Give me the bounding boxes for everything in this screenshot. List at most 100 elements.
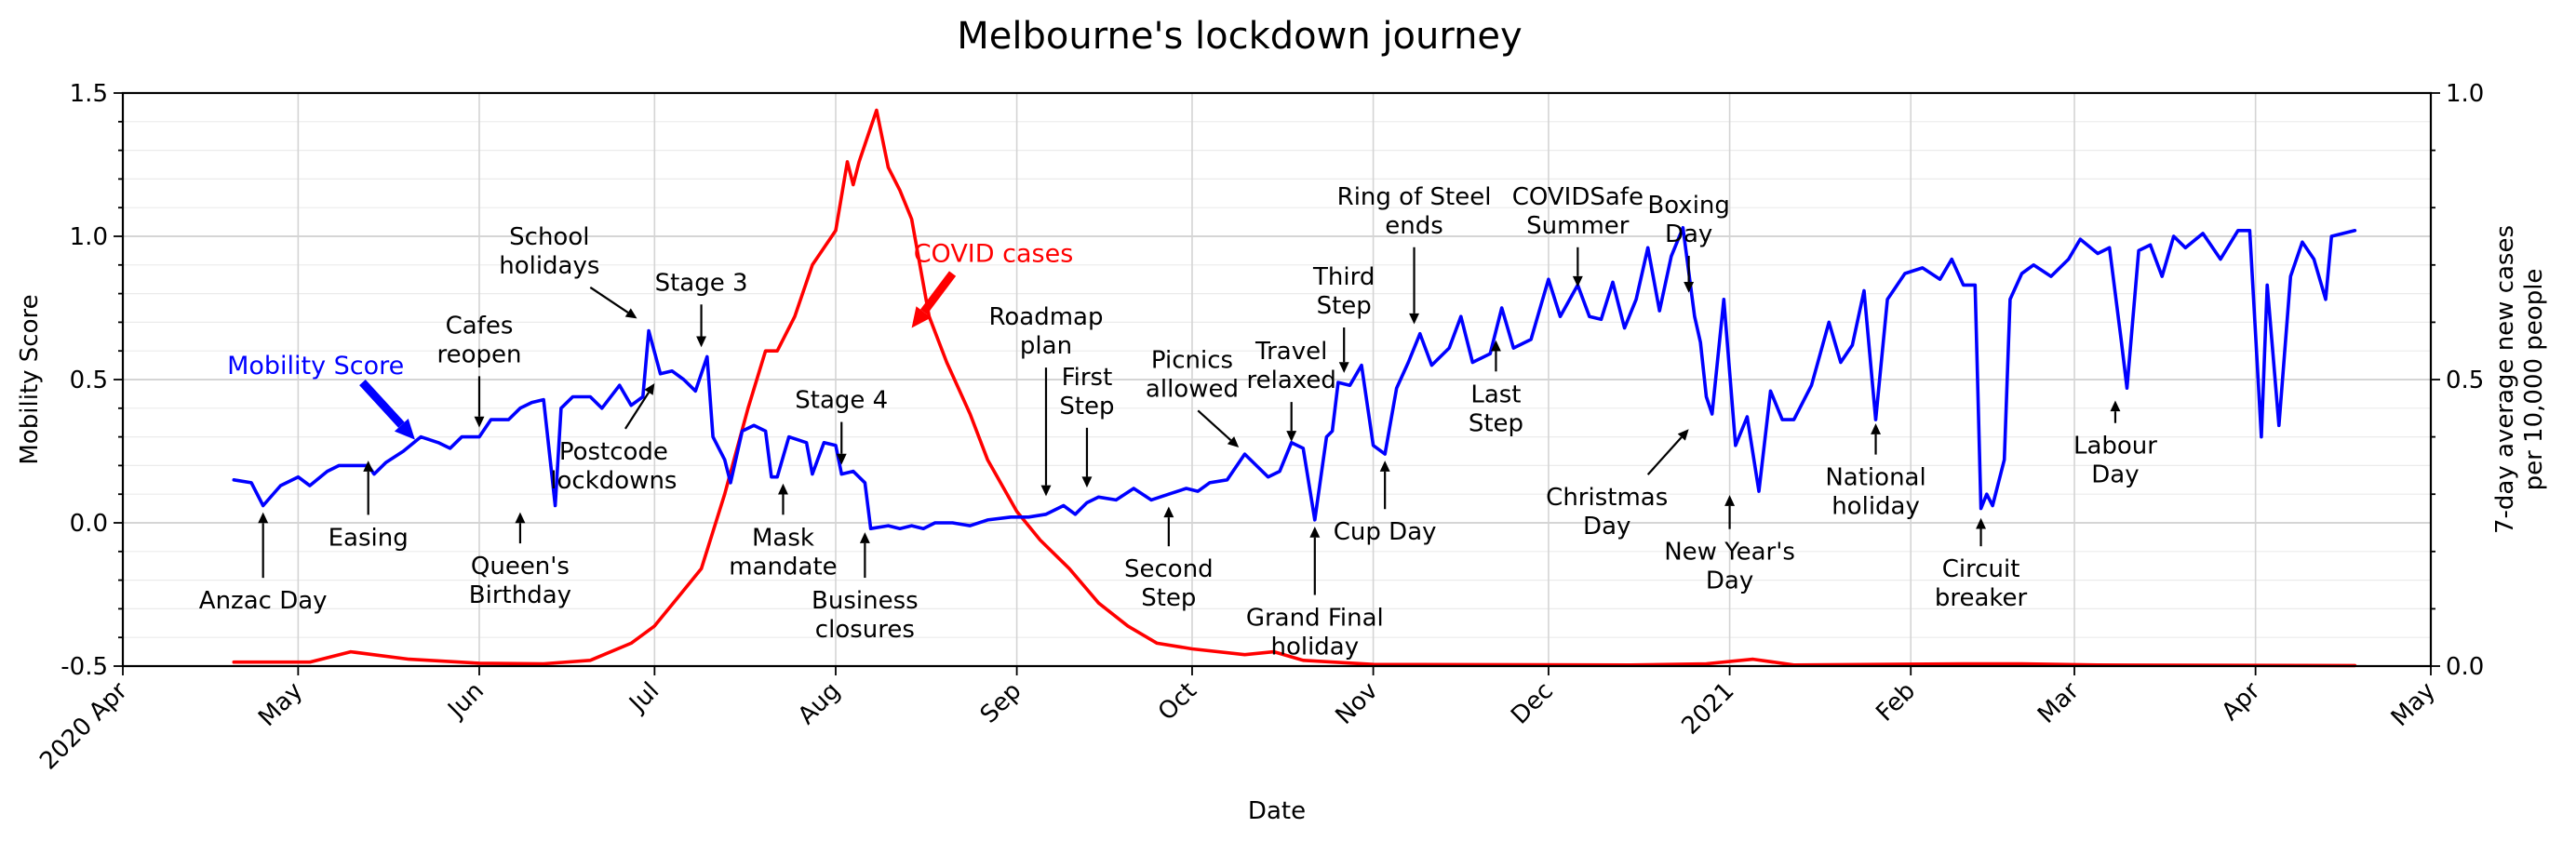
annotation-label: Third	[1312, 263, 1375, 291]
annotation-arrow	[859, 532, 870, 579]
annotation: Anzac Day	[199, 512, 328, 615]
annotation-arrow-head	[1379, 461, 1390, 472]
left-axis-label: Mobility Score	[16, 294, 44, 464]
annotation-arrow-head	[363, 461, 374, 472]
annotation-label: Grand Final	[1246, 605, 1384, 633]
left-tick-label: 0.5	[70, 367, 108, 394]
annotation-arrow-head	[1976, 517, 1987, 529]
annotation-label: closures	[815, 616, 915, 644]
left-axis: -0.5 0.0 0.5 1.0 1.5	[60, 80, 123, 681]
right-tick-label: 0.0	[2446, 653, 2484, 681]
right-axis-label-line-1: 7-day average new cases	[2491, 225, 2519, 534]
annotation-label: School	[509, 223, 589, 251]
annotation: Easing	[329, 461, 409, 552]
annotation-arrow-head	[1040, 485, 1052, 497]
annotation-label: Stage 3	[655, 269, 748, 297]
annotation-arrow-head	[1081, 476, 1093, 488]
annotation-arrow	[2110, 400, 2121, 423]
annotation-label: plan	[1020, 332, 1072, 360]
annotation-label: Business	[812, 587, 919, 615]
annotation-label: Ring of Steel	[1337, 183, 1492, 211]
annotation-label: lockdowns	[550, 467, 677, 495]
annotation-label: Anzac Day	[199, 587, 328, 615]
annotation-arrow-head	[258, 512, 269, 524]
annotation-label: allowed	[1146, 375, 1239, 403]
annotation-arrow-head	[836, 453, 847, 465]
right-axis: 0.0 0.5 1.0	[2431, 80, 2484, 681]
annotation-label: Step	[1317, 292, 1372, 320]
x-tick-label: Dec	[1506, 677, 1559, 730]
annotation-arrow-head	[696, 336, 707, 348]
annotation-label: ends	[1385, 212, 1443, 240]
annotation-label: Queen's	[471, 553, 570, 581]
annotation-label: Birthday	[469, 581, 571, 609]
annotation-arrow	[1646, 429, 1689, 475]
annotation-label: Mask	[752, 524, 814, 552]
series-label: COVID cases	[914, 240, 1074, 269]
x-tick-label: Jun	[442, 677, 490, 725]
annotation-arrow	[589, 286, 637, 319]
annotation-arrow	[1409, 247, 1420, 325]
annotation-label: Labour	[2073, 433, 2157, 461]
series-label-arrow	[359, 380, 415, 440]
annotation-arrow	[1040, 367, 1052, 497]
annotation-arrow-head	[2110, 400, 2121, 412]
annotation-arrow	[778, 483, 788, 515]
annotation-label: Day	[2091, 461, 2139, 489]
annotation-arrow-head	[1871, 423, 1882, 434]
annotation-arrow-head	[1490, 340, 1501, 352]
annotation-label: reopen	[436, 340, 521, 368]
annotation-arrow-head	[1677, 429, 1689, 441]
mobility-line	[232, 226, 2357, 530]
annotation-label: Day	[1583, 513, 1630, 541]
annotation-label: holidays	[499, 252, 599, 280]
annotation-label: Cup Day	[1334, 518, 1437, 546]
annotation-arrow-shaft	[624, 392, 650, 430]
annotation-label: New Year's	[1664, 539, 1795, 567]
annotation-arrow	[624, 383, 655, 430]
annotation-arrow-head	[1338, 362, 1349, 373]
annotation-arrow	[836, 421, 847, 465]
annotation-label: holiday	[1831, 493, 1920, 521]
annotation-arrow-head	[1684, 281, 1695, 293]
annotation-label: Last	[1470, 380, 1521, 408]
annotation-arrow	[1976, 517, 1987, 547]
left-tick-label: 0.0	[70, 510, 108, 538]
annotation-label: Picnics	[1151, 346, 1233, 374]
annotation-arrow	[1379, 461, 1390, 510]
annotation-label: Circuit	[1942, 555, 2020, 583]
annotation-arrow-head	[778, 483, 788, 495]
annotation-arrow	[1286, 402, 1297, 442]
annotation: Stage 4	[795, 387, 888, 465]
annotation-label: Stage 4	[795, 387, 888, 415]
annotation-arrow	[1490, 340, 1501, 372]
annotation-label: Second	[1124, 555, 1214, 583]
x-tick-label: Mar	[2033, 677, 2085, 729]
annotation-arrow	[1724, 495, 1736, 529]
annotation-label: COVIDSafe	[1512, 183, 1644, 211]
x-tick-label: Aug	[793, 677, 846, 730]
annotation-label: relaxed	[1247, 367, 1336, 394]
annotation-arrow	[1081, 427, 1093, 488]
annotation-label: Step	[1059, 393, 1114, 420]
annotation-label: Easing	[329, 524, 409, 552]
annotation-label: holiday	[1270, 634, 1359, 661]
annotation-arrow	[696, 304, 707, 348]
cases-series	[232, 108, 2357, 668]
annotation-label: breaker	[1935, 584, 2028, 612]
